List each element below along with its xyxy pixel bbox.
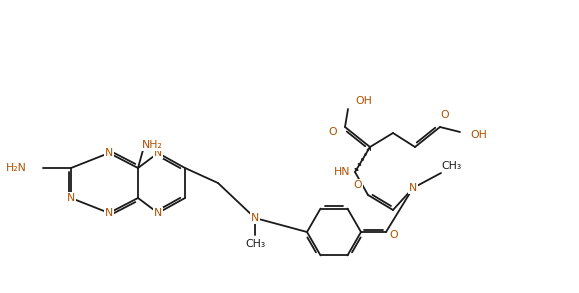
Text: NH₂: NH₂ [141, 140, 163, 150]
Text: N: N [67, 193, 75, 203]
Text: CH₃: CH₃ [245, 239, 265, 249]
Text: O: O [329, 127, 338, 137]
Text: N: N [154, 208, 162, 218]
Text: H₂N: H₂N [6, 163, 27, 173]
Text: N: N [409, 183, 417, 193]
Text: O: O [354, 180, 362, 190]
Text: HN: HN [334, 167, 350, 177]
Text: OH: OH [470, 130, 487, 140]
Text: N: N [154, 148, 162, 158]
Text: O: O [441, 110, 449, 120]
Text: N: N [105, 208, 113, 218]
Text: N: N [105, 148, 113, 158]
Text: O: O [390, 230, 398, 240]
Text: N: N [251, 213, 259, 223]
Text: CH₃: CH₃ [441, 161, 461, 171]
Text: O: O [390, 230, 398, 240]
Text: OH: OH [355, 96, 372, 106]
